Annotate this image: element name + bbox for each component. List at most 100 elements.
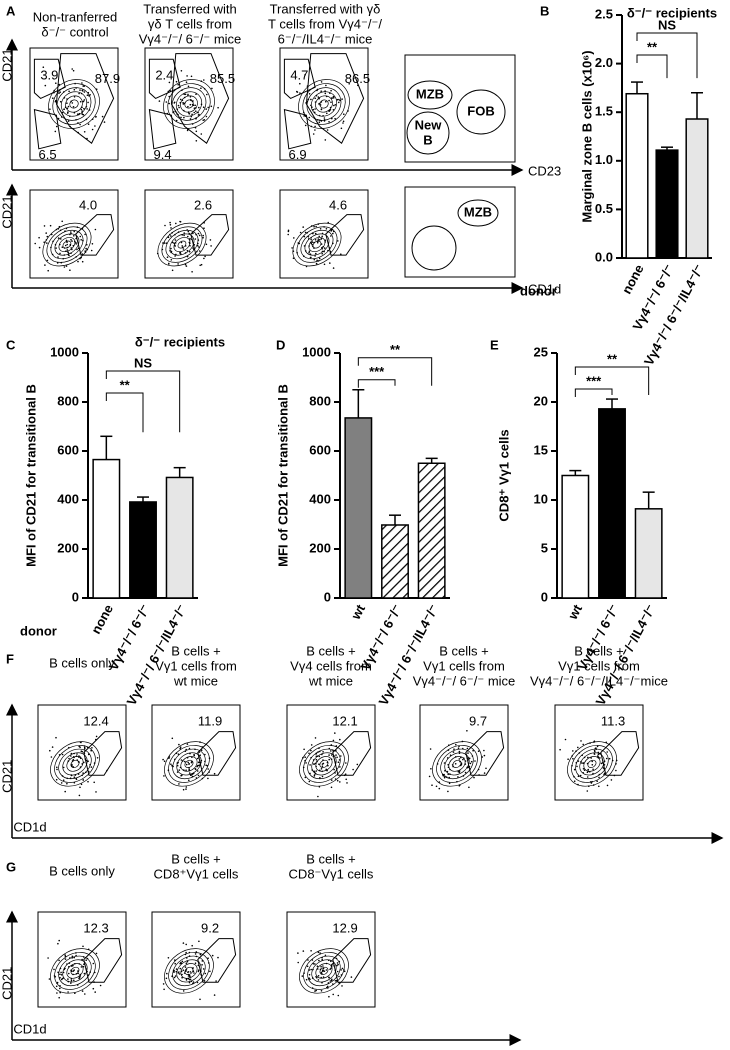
event-dot [317,975,320,977]
contour [587,759,597,768]
gate-value: 3.9 [40,67,58,82]
event-dot [592,768,594,771]
event-dot [66,112,69,114]
event-dot [192,981,195,983]
event-dot [207,768,209,770]
event-dot [320,768,323,770]
event-dot [336,779,339,782]
contour [315,963,333,979]
event-dot [209,970,211,973]
contour [315,95,333,113]
event-dot [297,961,300,964]
event-dot [181,976,183,979]
event-dot [47,957,49,959]
event-dot [185,951,187,954]
y-tick-label: 10 [534,491,548,506]
y-tick-label: 20 [534,393,548,408]
event-dot [332,109,335,111]
event-dot [343,113,345,115]
event-dot [309,256,312,259]
event-dot [299,82,301,85]
event-dot [318,121,321,123]
event-dot [477,750,480,752]
event-dot [195,93,197,95]
event-dot [330,89,332,92]
event-dot [182,990,185,992]
gate-value: 12.3 [83,921,108,936]
plot-frame [29,47,119,161]
gate [283,58,316,99]
event-dot [202,234,204,237]
event-dot [323,117,326,119]
event-dot [64,244,67,247]
event-dot [336,98,339,101]
event-dot [70,970,73,973]
event-dot [326,112,328,115]
contour [54,744,96,783]
event-dot [95,952,98,955]
event-dot [466,747,469,750]
event-dot [81,89,83,92]
contour [299,741,349,787]
event-dot [457,776,459,778]
event-dot [96,757,99,759]
contour [157,222,207,267]
event-dot [79,100,82,103]
event-dot [56,768,58,771]
gate-value: 12.4 [83,714,108,729]
event-dot [101,115,104,118]
event-dot [596,755,599,757]
contour [66,963,84,979]
contour [58,237,76,253]
event-dot [87,760,89,762]
event-dot [181,960,184,963]
event-dot [346,782,348,784]
event-dot [576,765,578,768]
event-dot [77,260,79,263]
event-dot [89,94,91,96]
event-dot [70,979,73,982]
event-dot [315,976,317,978]
gate-value: 11.3 [601,714,625,729]
event-dot [38,246,41,249]
significance-label: ** [647,39,658,54]
event-dot [185,962,188,964]
event-dot [174,962,176,965]
event-dot [70,755,72,757]
event-dot [72,758,75,761]
event-dot [99,984,102,987]
event-dot [303,235,306,238]
event-dot [205,243,208,246]
event-dot [318,763,320,765]
event-dot [180,116,182,119]
event-dot [485,767,487,770]
event-dot [207,106,209,109]
y-axis-label: MFI of CD21 for transitional B [275,384,290,567]
event-dot [207,957,209,959]
event-dot [78,745,80,748]
contour [66,756,84,772]
contour [58,955,92,987]
event-dot [328,121,330,123]
contour [304,233,330,256]
axis-label: CD21 [0,48,14,81]
event-dot [182,942,185,944]
event-dot [59,100,62,103]
event-dot [180,759,183,761]
event-dot [193,972,195,974]
event-dot [328,99,330,102]
column-header: B cells + [306,851,356,866]
column-header: δ⁻/⁻ control [41,24,108,39]
y-tick-label: 400 [309,491,331,506]
event-dot [301,975,304,977]
schematic-box [404,186,516,278]
event-dot [194,104,196,107]
event-dot [330,960,332,963]
gate [465,731,505,776]
event-dot [304,124,307,127]
column-header: B cells + [439,643,489,658]
event-dot [336,962,339,964]
event-dot [291,247,293,249]
event-dot [163,775,165,777]
column-header: Vγ1 cells from [558,658,640,673]
